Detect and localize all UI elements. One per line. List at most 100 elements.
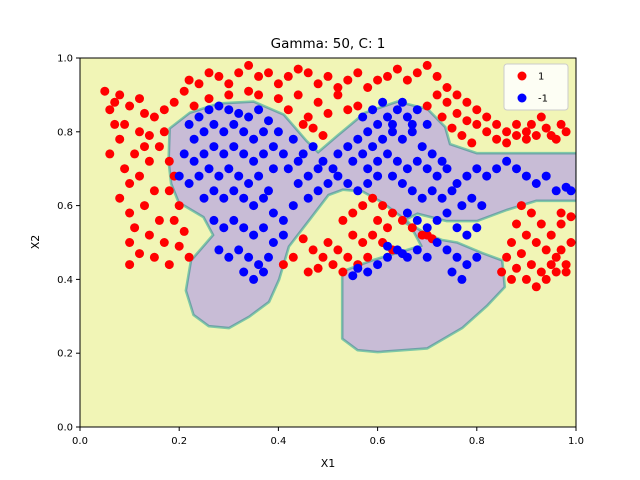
data-point-class-neg1 — [397, 249, 407, 259]
data-point-class-neg1 — [422, 119, 432, 129]
data-point-class-neg1 — [333, 149, 343, 159]
data-point-class-neg1 — [204, 164, 214, 174]
data-point-class-neg1 — [249, 134, 259, 144]
data-point-class-neg1 — [214, 245, 224, 255]
data-point-class-1 — [373, 75, 383, 85]
data-point-class-1 — [512, 219, 521, 229]
data-point-class-neg1 — [462, 230, 472, 240]
data-point-class-neg1 — [482, 171, 492, 181]
data-point-class-neg1 — [254, 105, 264, 115]
data-point-class-1 — [343, 252, 353, 262]
data-point-class-1 — [452, 90, 462, 100]
data-point-class-1 — [120, 164, 130, 174]
data-point-class-1 — [373, 215, 383, 225]
x-tick-label: 0.6 — [370, 436, 386, 447]
data-point-class-1 — [323, 71, 333, 81]
data-point-class-neg1 — [427, 186, 437, 196]
data-point-class-1 — [512, 119, 521, 129]
data-point-class-1 — [338, 267, 348, 277]
data-point-class-neg1 — [264, 186, 273, 196]
data-point-class-neg1 — [353, 263, 363, 273]
data-point-class-neg1 — [214, 101, 224, 111]
data-point-class-neg1 — [432, 215, 442, 225]
data-point-class-neg1 — [502, 156, 512, 166]
data-point-class-neg1 — [397, 179, 407, 188]
data-point-class-neg1 — [378, 97, 388, 107]
data-point-class-1 — [546, 260, 556, 270]
data-point-class-1 — [383, 71, 392, 81]
data-point-class-neg1 — [368, 142, 378, 152]
data-point-class-1 — [189, 101, 199, 111]
data-point-class-neg1 — [229, 186, 239, 196]
data-point-class-neg1 — [244, 252, 254, 262]
data-point-class-1 — [368, 193, 378, 203]
data-point-class-1 — [546, 230, 556, 240]
data-point-class-1 — [164, 156, 174, 166]
data-point-class-neg1 — [397, 97, 407, 107]
data-point-class-1 — [512, 131, 521, 140]
data-point-class-1 — [120, 119, 130, 129]
data-point-class-1 — [472, 105, 482, 115]
data-point-class-neg1 — [288, 134, 298, 144]
data-point-class-1 — [184, 75, 194, 85]
data-point-class-neg1 — [373, 171, 383, 181]
data-point-class-neg1 — [229, 142, 239, 152]
data-point-class-1 — [303, 112, 313, 122]
data-point-class-1 — [115, 134, 125, 144]
data-point-class-1 — [566, 238, 576, 247]
data-point-class-1 — [135, 171, 144, 181]
data-point-class-1 — [507, 274, 516, 284]
data-point-class-1 — [526, 260, 536, 270]
data-point-class-neg1 — [264, 252, 273, 262]
data-point-class-1 — [144, 131, 154, 140]
data-point-class-neg1 — [452, 223, 462, 233]
data-point-class-1 — [110, 97, 120, 107]
data-point-class-1 — [135, 249, 144, 259]
data-point-class-neg1 — [268, 238, 278, 247]
data-point-class-1 — [561, 260, 571, 270]
data-point-class-1 — [432, 71, 442, 81]
data-point-class-neg1 — [388, 127, 397, 137]
data-point-class-1 — [452, 108, 462, 118]
data-point-class-1 — [323, 238, 333, 247]
data-point-class-neg1 — [368, 105, 378, 115]
data-point-class-1 — [502, 127, 512, 137]
data-point-class-neg1 — [239, 127, 249, 137]
data-point-class-1 — [378, 201, 388, 211]
data-point-class-neg1 — [214, 171, 224, 181]
data-point-class-neg1 — [303, 193, 313, 203]
data-point-class-neg1 — [184, 179, 194, 188]
data-point-class-neg1 — [239, 193, 249, 203]
data-point-class-neg1 — [402, 112, 412, 122]
data-point-class-1 — [348, 230, 358, 240]
y-axis: 0.0 0.2 0.4 0.6 0.8 1.0 — [57, 54, 80, 434]
data-point-class-1 — [556, 245, 566, 255]
data-point-class-1 — [516, 201, 526, 211]
data-point-class-neg1 — [363, 164, 373, 174]
data-point-class-neg1 — [204, 105, 214, 115]
x-tick-label: 0.4 — [270, 436, 286, 447]
data-point-class-1 — [502, 252, 512, 262]
data-point-class-neg1 — [249, 156, 259, 166]
data-point-class-1 — [214, 71, 224, 81]
data-point-class-1 — [432, 90, 442, 100]
data-point-class-1 — [348, 208, 358, 218]
data-point-class-1 — [224, 90, 234, 100]
data-point-class-1 — [556, 219, 566, 229]
data-point-class-1 — [288, 252, 298, 262]
data-point-class-1 — [541, 274, 551, 284]
data-point-class-1 — [273, 94, 283, 104]
data-point-class-neg1 — [278, 215, 288, 225]
data-point-class-neg1 — [442, 245, 452, 255]
data-point-class-1 — [521, 230, 531, 240]
data-point-class-1 — [497, 267, 507, 277]
data-point-class-1 — [546, 131, 556, 140]
data-point-class-1 — [244, 86, 254, 96]
data-point-class-1 — [407, 223, 417, 233]
data-point-class-neg1 — [313, 164, 323, 174]
data-point-class-neg1 — [209, 215, 219, 225]
data-point-class-neg1 — [273, 127, 283, 137]
data-point-class-1 — [512, 263, 521, 273]
data-point-class-1 — [100, 86, 110, 96]
data-point-class-1 — [402, 75, 412, 85]
